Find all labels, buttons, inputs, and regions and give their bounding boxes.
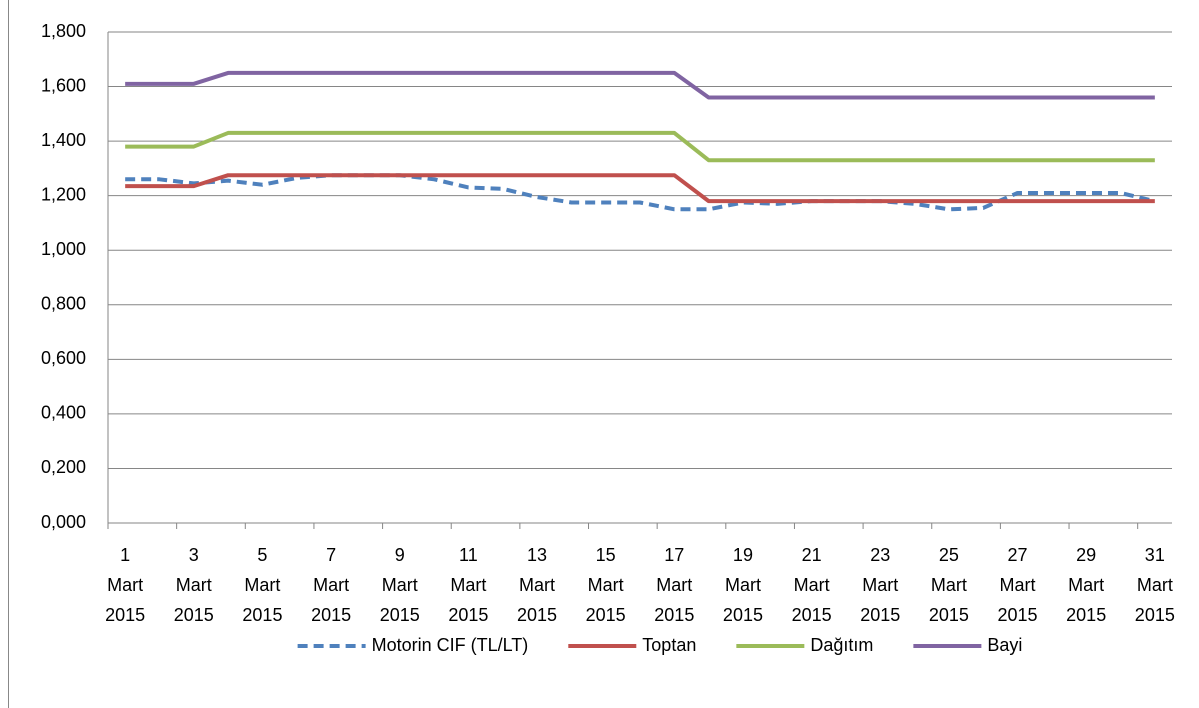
x-tick-label: 17 Mart 2015: [654, 545, 695, 625]
x-tick-label: 13 Mart 2015: [517, 545, 558, 625]
y-tick-label: 0,200: [41, 457, 86, 477]
x-tick-label: 25 Mart 2015: [928, 545, 969, 625]
legend-label: Dağıtım: [810, 635, 873, 655]
y-tick-label: 1,000: [41, 239, 86, 259]
legend-label: Bayi: [987, 635, 1022, 655]
y-tick-label: 0,600: [41, 348, 86, 368]
x-tick-label: 19 Mart 2015: [722, 545, 763, 625]
x-tick-label: 23 Mart 2015: [860, 545, 901, 625]
x-tick-label: 5 Mart 2015: [242, 545, 283, 625]
legend-label: Toptan: [642, 635, 696, 655]
x-tick-label: 7 Mart 2015: [311, 545, 352, 625]
series-line: [125, 173, 1155, 204]
y-tick-label: 0,000: [41, 512, 86, 532]
x-tick-label: 21 Mart 2015: [791, 545, 832, 625]
series-line: [125, 130, 1155, 163]
chart-frame: [8, 0, 1199, 708]
x-tick-label: 11 Mart 2015: [448, 545, 489, 625]
y-tick-label: 1,200: [41, 184, 86, 204]
y-tick-label: 1,600: [41, 75, 86, 95]
legend-label: Motorin CIF (TL/LT): [372, 635, 529, 655]
y-tick-label: 1,800: [41, 21, 86, 41]
series-line: [125, 70, 1155, 100]
x-tick-label: 15 Mart 2015: [585, 545, 626, 625]
y-tick-label: 1,400: [41, 130, 86, 150]
x-tick-label: 27 Mart 2015: [997, 545, 1038, 625]
y-tick-label: 0,400: [41, 403, 86, 423]
x-tick-label: 9 Mart 2015: [379, 545, 420, 625]
x-tick-label: 1 Mart 2015: [105, 545, 146, 625]
series-line: [125, 173, 1156, 212]
x-tick-label: 3 Mart 2015: [173, 545, 214, 625]
x-tick-label: 31 Mart 2015: [1134, 545, 1175, 625]
y-tick-label: 0,800: [41, 294, 86, 314]
x-tick-label: 29 Mart 2015: [1066, 545, 1107, 625]
